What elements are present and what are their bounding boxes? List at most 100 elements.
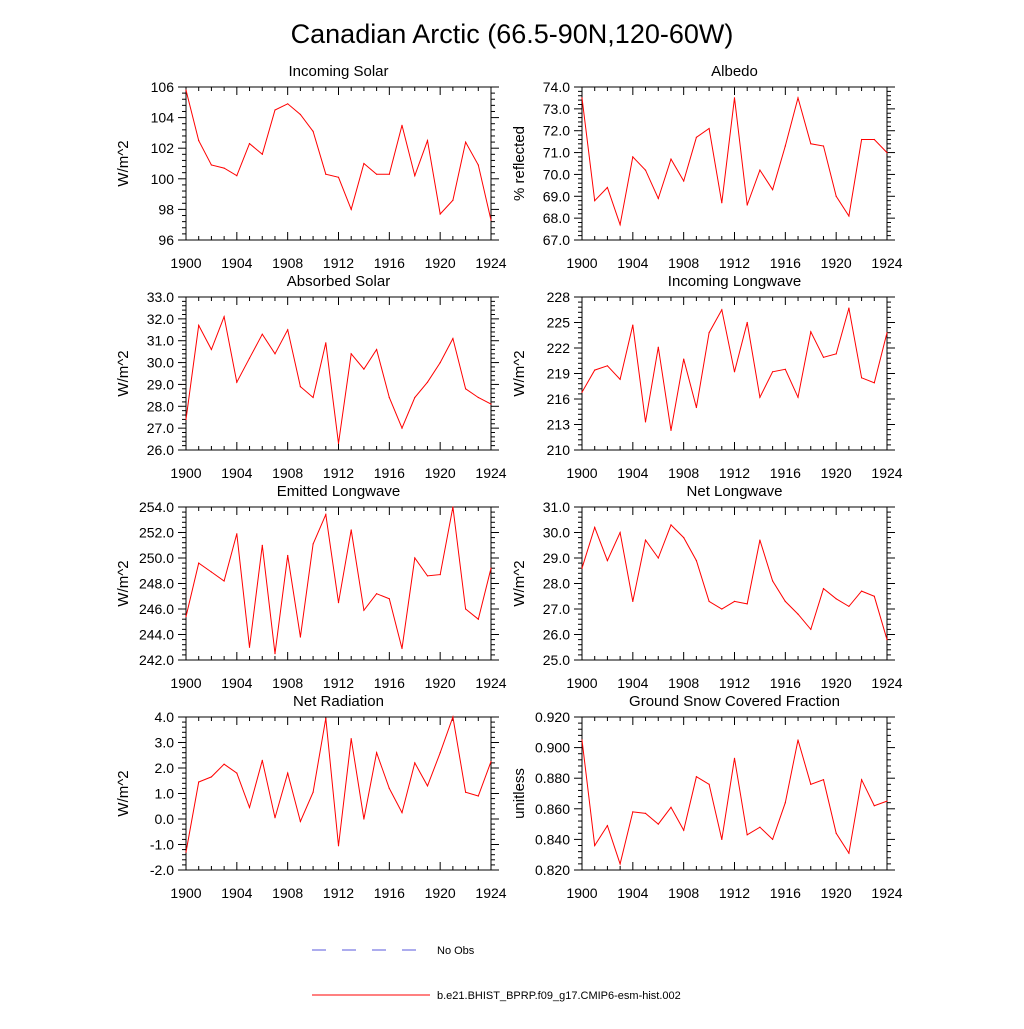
x-tick-label: 1912 bbox=[323, 675, 354, 691]
x-tick-label: 1908 bbox=[272, 675, 303, 691]
x-tick-label: 1904 bbox=[617, 675, 648, 691]
data-point bbox=[581, 97, 583, 99]
data-point bbox=[733, 97, 736, 99]
x-tick-label: 1900 bbox=[566, 255, 597, 271]
data-point bbox=[848, 852, 850, 854]
data-point bbox=[223, 316, 225, 318]
legend-obs-label: No Obs bbox=[437, 945, 475, 957]
data-point bbox=[644, 812, 647, 815]
data-point bbox=[388, 598, 390, 600]
data-point bbox=[465, 608, 467, 610]
x-tick-label: 1916 bbox=[770, 885, 801, 901]
data-point bbox=[733, 371, 736, 373]
data-point bbox=[606, 186, 609, 189]
data-point bbox=[746, 321, 748, 324]
data-point bbox=[401, 427, 403, 429]
data-point bbox=[797, 739, 799, 741]
x-tick-label: 1904 bbox=[617, 255, 648, 271]
data-point bbox=[185, 616, 187, 618]
y-tick-label: 213 bbox=[547, 417, 571, 433]
data-point bbox=[465, 388, 467, 390]
panel-title: Ground Snow Covered Fraction bbox=[629, 693, 840, 710]
data-point bbox=[325, 514, 327, 516]
data-point bbox=[835, 598, 837, 600]
data-point bbox=[619, 863, 621, 865]
data-point bbox=[248, 357, 251, 359]
x-tick-label: 1900 bbox=[170, 675, 201, 691]
data-point bbox=[822, 779, 825, 781]
data-point bbox=[325, 717, 327, 719]
data-point bbox=[683, 358, 685, 360]
data-point bbox=[490, 761, 492, 763]
y-tick-label: 0.880 bbox=[535, 770, 570, 786]
data-point bbox=[299, 113, 301, 116]
x-tick-label: 1920 bbox=[425, 255, 456, 271]
panel-5: Emitted Longwave W/m^2 1900 1904 1908 1912 191… bbox=[115, 483, 507, 691]
x-tick-label: 1904 bbox=[617, 885, 648, 901]
x-tick-label: 1908 bbox=[668, 885, 699, 901]
data-point bbox=[477, 164, 479, 166]
data-point bbox=[452, 716, 454, 718]
y-axis-label: W/m^2 bbox=[115, 770, 132, 816]
data-point bbox=[606, 825, 609, 827]
data-point bbox=[274, 653, 276, 655]
data-point bbox=[185, 418, 187, 420]
y-tick-label: 26.0 bbox=[147, 442, 174, 458]
x-tick-label: 1916 bbox=[374, 675, 405, 691]
data-point bbox=[772, 371, 774, 373]
x-tick-label: 1900 bbox=[566, 675, 597, 691]
data-point bbox=[873, 382, 875, 384]
data-point bbox=[797, 613, 799, 615]
y-tick-label: 225 bbox=[547, 315, 571, 331]
y-tick-label: 32.0 bbox=[147, 311, 174, 327]
data-point bbox=[759, 169, 761, 171]
data-point bbox=[363, 368, 365, 370]
data-point bbox=[594, 526, 596, 529]
data-point bbox=[439, 574, 441, 576]
data-point bbox=[746, 204, 748, 206]
data-point bbox=[401, 124, 403, 126]
data-point bbox=[594, 369, 596, 371]
y-tick-label: 228 bbox=[547, 289, 571, 305]
data-point bbox=[581, 567, 583, 569]
data-point bbox=[261, 544, 263, 546]
x-tick-label: 1912 bbox=[719, 255, 750, 271]
data-point bbox=[721, 608, 723, 610]
data-point bbox=[632, 811, 634, 813]
panel-6: Net Longwave W/m^2 1900 1904 1908 1912 1916 192… bbox=[511, 483, 903, 691]
data-point bbox=[236, 175, 238, 177]
data-point bbox=[848, 215, 850, 217]
data-point bbox=[452, 199, 454, 201]
y-tick-label: 74.0 bbox=[543, 79, 570, 95]
x-tick-label: 1916 bbox=[770, 255, 801, 271]
x-tick-label: 1920 bbox=[425, 675, 456, 691]
data-point bbox=[695, 560, 698, 562]
x-tick-label: 1900 bbox=[170, 465, 201, 481]
x-tick-label: 1912 bbox=[323, 255, 354, 271]
y-tick-label: 219 bbox=[547, 366, 571, 382]
data-point bbox=[274, 353, 276, 355]
x-tick-label: 1916 bbox=[770, 675, 801, 691]
data-point bbox=[784, 802, 786, 804]
data-point bbox=[759, 396, 761, 398]
data-point bbox=[401, 812, 403, 814]
y-tick-label: 242.0 bbox=[139, 652, 174, 668]
plot-frame bbox=[581, 86, 888, 241]
data-point bbox=[185, 851, 187, 853]
data-point bbox=[784, 145, 786, 147]
data-point bbox=[426, 785, 429, 787]
data-point bbox=[248, 806, 251, 809]
data-point bbox=[414, 175, 416, 177]
data-point bbox=[312, 543, 314, 545]
data-point bbox=[873, 138, 875, 141]
data-point bbox=[414, 762, 416, 764]
data-point bbox=[861, 377, 863, 379]
y-tick-label: 250.0 bbox=[139, 550, 174, 566]
data-point bbox=[861, 590, 863, 592]
y-tick-label: 4.0 bbox=[155, 709, 175, 725]
data-point bbox=[810, 783, 812, 785]
y-tick-label: 248.0 bbox=[139, 576, 174, 592]
data-point bbox=[733, 757, 736, 759]
data-point bbox=[376, 752, 378, 754]
